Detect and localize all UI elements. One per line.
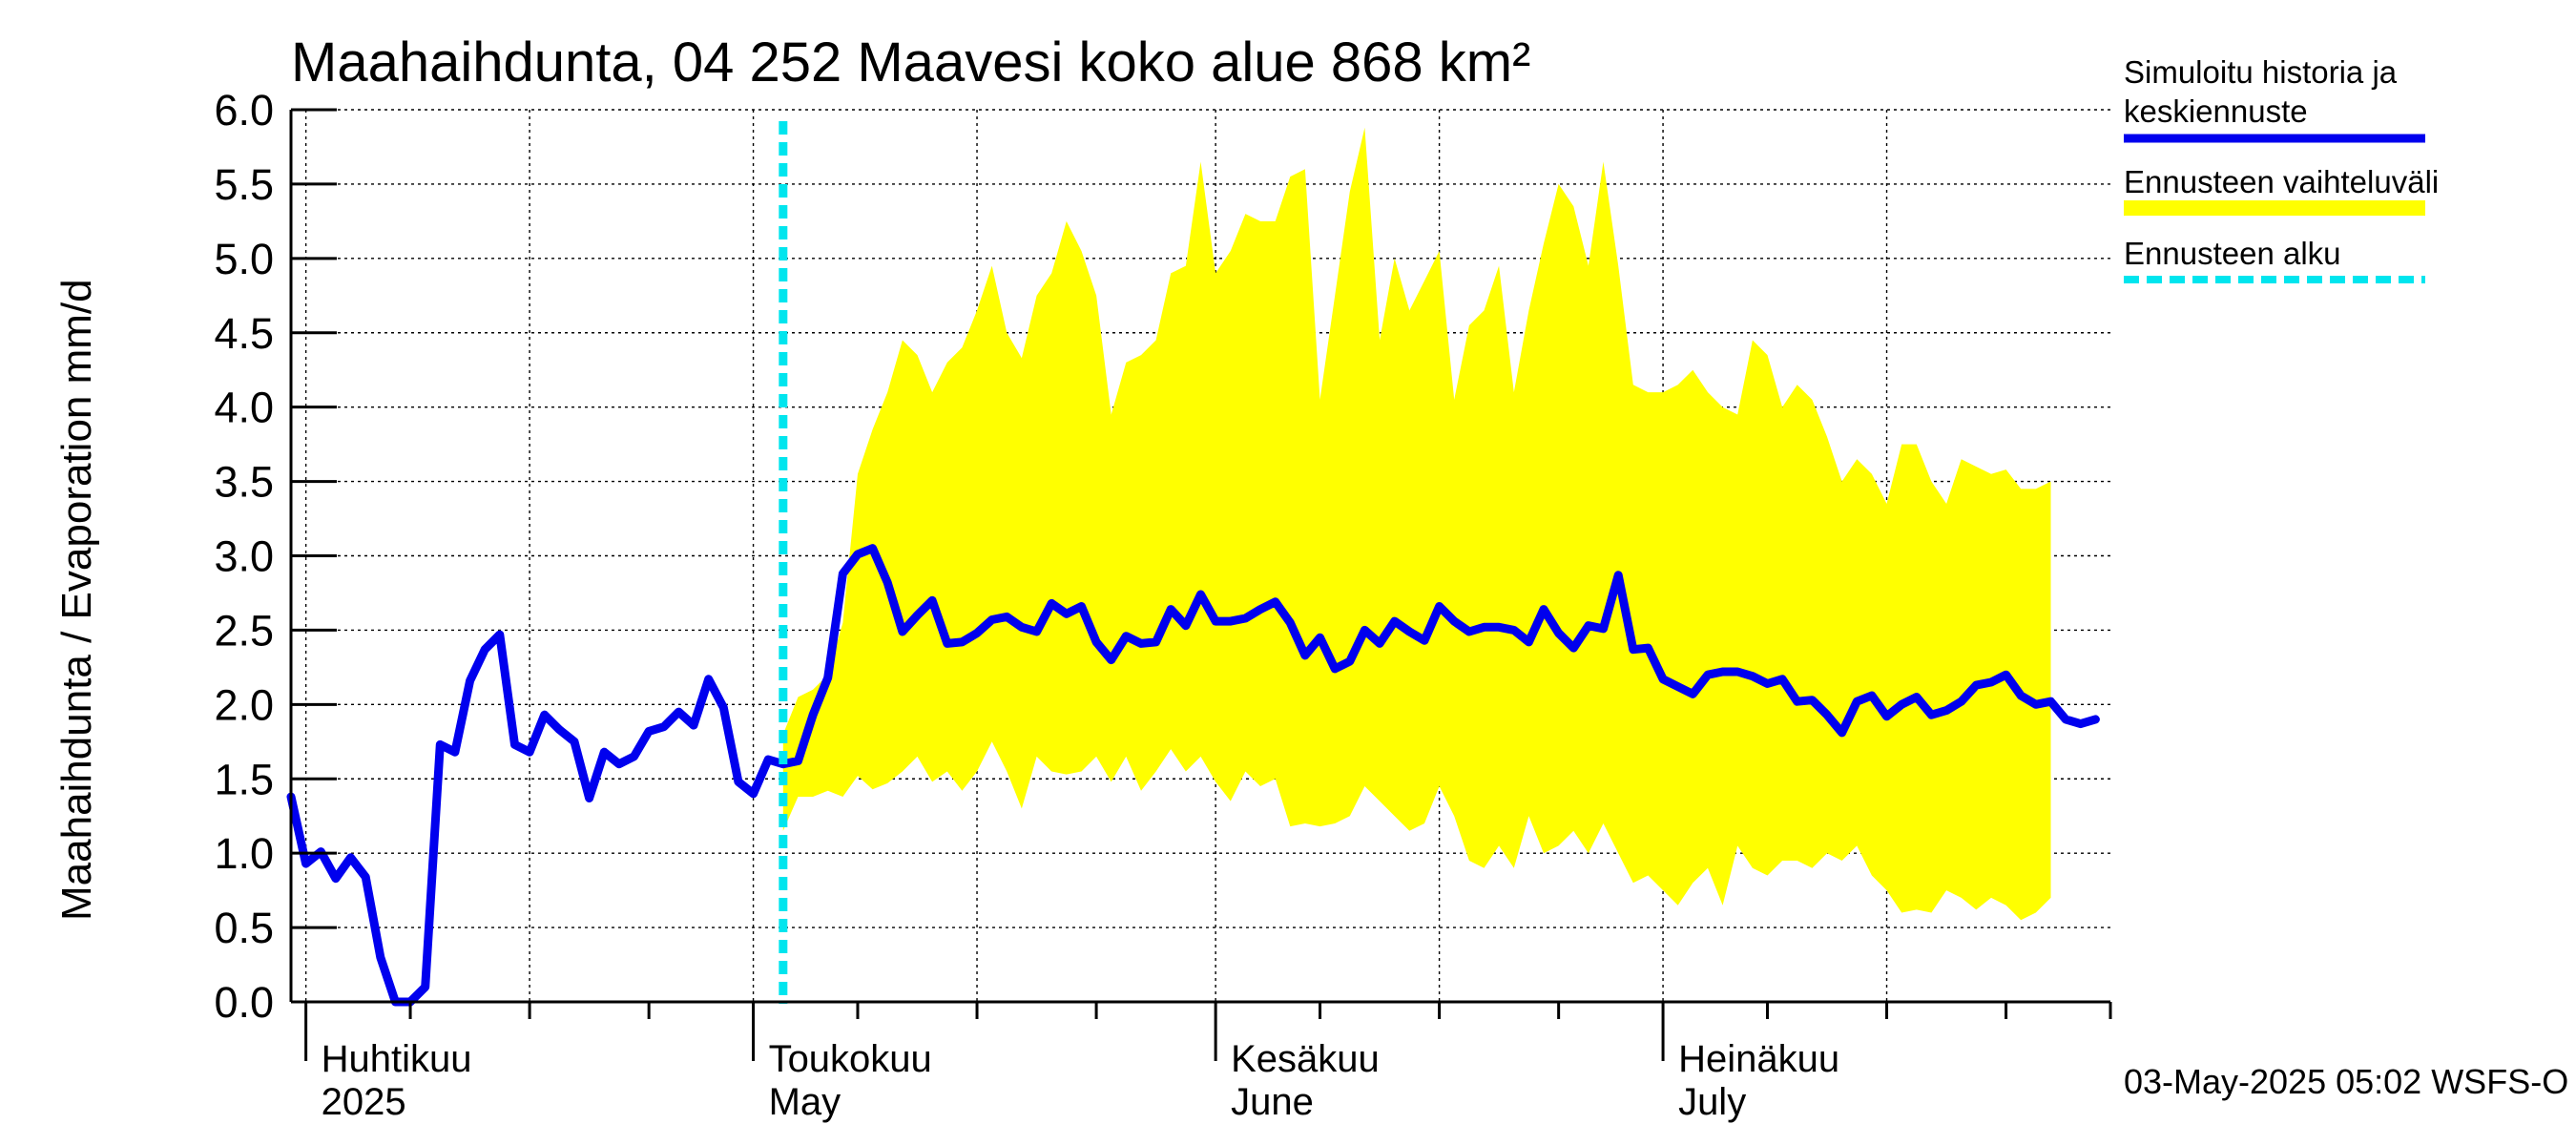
y-tick-label: 4.5 xyxy=(214,309,274,358)
legend-label: keskiennuste xyxy=(2124,94,2308,129)
legend-label: Ennusteen vaihteluväli xyxy=(2124,164,2439,199)
month-label-fi: Huhtikuu xyxy=(322,1038,472,1080)
history-and-mean-forecast-line xyxy=(286,544,2100,1007)
month-label-fi: Toukokuu xyxy=(769,1038,932,1080)
chart-title: Maahaihdunta, 04 252 Maavesi koko alue 8… xyxy=(291,31,1530,94)
legend: Simuloitu historia ja keskiennuste Ennuste… xyxy=(2124,54,2439,283)
y-axis-ticks: 0.0 0.5 1.0 1.5 2.0 2.5 3.0 3.5 4.0 4.5 5.0 5.5 6.0 xyxy=(214,86,337,1027)
y-tick-label: 4.0 xyxy=(214,384,274,432)
y-tick-label: 1.0 xyxy=(214,829,274,878)
y-tick-label: 5.5 xyxy=(214,160,274,209)
month-label-fi: Kesäkuu xyxy=(1231,1038,1380,1080)
month-label-fi: Heinäkuu xyxy=(1678,1038,1839,1080)
month-label-en: 2025 xyxy=(322,1081,406,1123)
y-tick-label: 0.0 xyxy=(214,978,274,1027)
y-tick-label: 3.0 xyxy=(214,532,274,581)
y-tick-label: 2.5 xyxy=(214,606,274,655)
month-label-en: May xyxy=(769,1081,841,1123)
y-tick-label: 5.0 xyxy=(214,235,274,283)
y-tick-label: 6.0 xyxy=(214,86,274,135)
legend-label: Ennusteen alku xyxy=(2124,236,2341,271)
y-axis-label: Maahaihdunta / Evaporation mm/d xyxy=(53,279,100,921)
legend-label: Simuloitu historia ja xyxy=(2124,54,2398,90)
month-label-en: July xyxy=(1678,1081,1746,1123)
forecast-band-area xyxy=(782,127,2051,921)
y-tick-label: 2.0 xyxy=(214,680,274,729)
y-tick-label: 0.5 xyxy=(214,904,274,952)
x-axis-ticks xyxy=(304,1002,2112,1061)
y-tick-label: 3.5 xyxy=(214,458,274,507)
footer-timestamp: 03-May-2025 05:02 WSFS-O xyxy=(2124,1062,2568,1101)
forecast-range-band xyxy=(782,127,2051,921)
series-line-history-forecast xyxy=(286,544,2100,1007)
y-tick-label: 1.5 xyxy=(214,755,274,803)
month-label-en: June xyxy=(1231,1081,1314,1123)
